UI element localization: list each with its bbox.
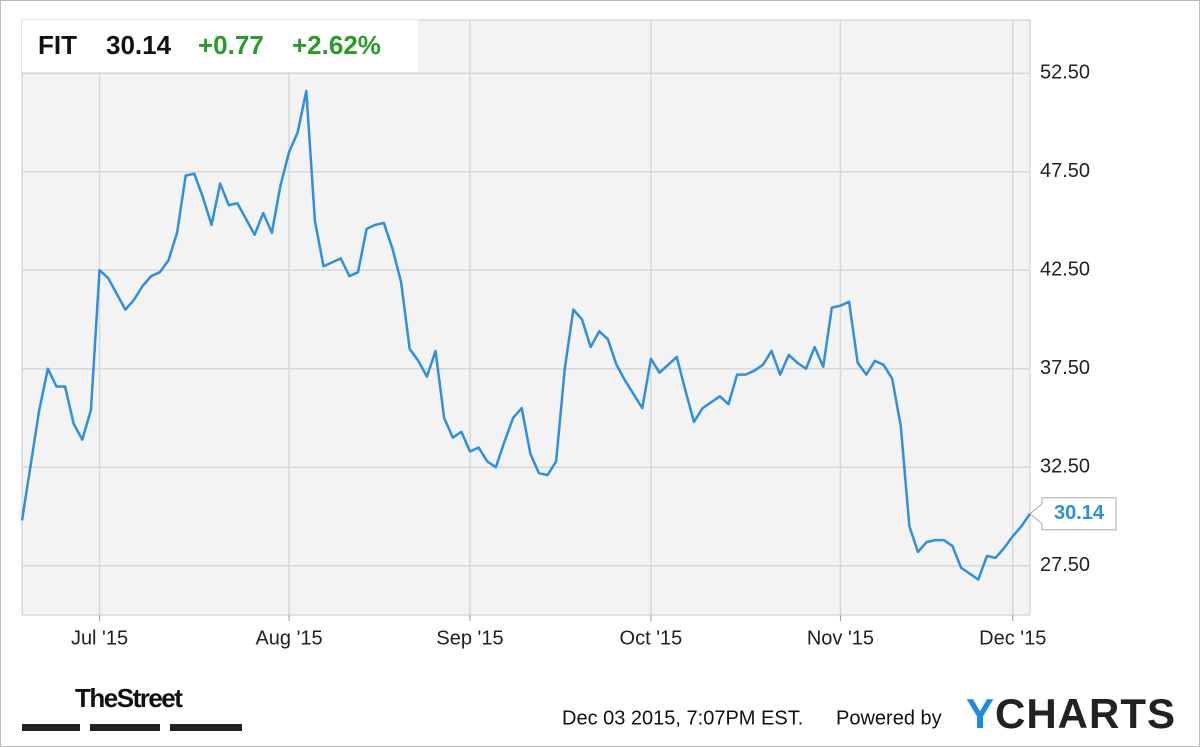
x-tick-label: Aug '15 <box>255 627 322 649</box>
last-value-label: 30.14 <box>1054 502 1105 524</box>
y-tick-label: 37.50 <box>1040 357 1090 379</box>
y-tick-label: 47.50 <box>1040 160 1090 182</box>
powered-by: Powered by <box>836 707 942 729</box>
change: +0.77 <box>198 30 264 60</box>
x-tick-label: Nov '15 <box>807 627 874 649</box>
y-tick-label: 42.50 <box>1040 258 1090 280</box>
grid <box>22 20 1030 615</box>
brand: TheStreet <box>75 683 183 713</box>
x-tick-label: Sep '15 <box>436 627 503 649</box>
y-tick-label: 32.50 <box>1040 456 1090 478</box>
symbol: FIT <box>38 30 77 60</box>
plot-area <box>21 19 1031 616</box>
header-box <box>22 20 418 72</box>
brand-bar <box>22 724 80 731</box>
price: 30.14 <box>106 30 172 60</box>
y-tick-label: 52.50 <box>1040 61 1090 83</box>
price-line <box>20 89 1032 581</box>
brand-bar <box>90 724 160 731</box>
logo: YCHARTS <box>966 690 1177 737</box>
x-tick-label: Dec '15 <box>979 627 1046 649</box>
brand-bar <box>170 724 242 731</box>
y-tick-label: 27.50 <box>1040 554 1090 576</box>
x-tick-label: Oct '15 <box>620 627 683 649</box>
timestamp: Dec 03 2015, 7:07PM EST. <box>562 707 803 729</box>
x-tick-label: Jul '15 <box>71 627 128 649</box>
last-value-tag <box>1029 497 1117 531</box>
change-pct: +2.62% <box>292 30 381 60</box>
